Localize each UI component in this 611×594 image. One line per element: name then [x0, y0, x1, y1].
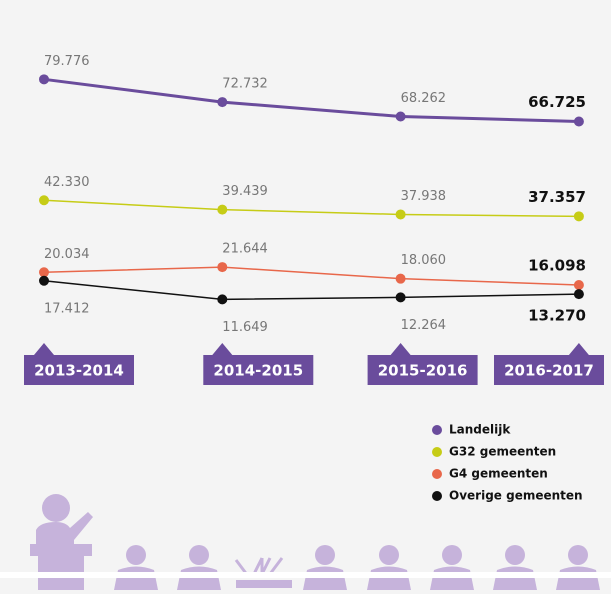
value-label: 12.264	[401, 318, 447, 333]
value-label: 39.439	[222, 184, 267, 199]
value-label: 37.357	[528, 188, 586, 206]
legend-marker	[432, 447, 442, 457]
data-point	[217, 205, 227, 215]
legend-marker	[432, 469, 442, 479]
value-label: 68.262	[401, 91, 447, 106]
data-point	[396, 209, 406, 219]
category-label: 2013-2014	[34, 362, 124, 380]
data-point	[217, 294, 227, 304]
data-point	[574, 211, 584, 221]
data-point	[217, 97, 227, 107]
value-label: 79.776	[44, 54, 90, 69]
data-point	[217, 262, 227, 272]
chart: 2013-2014 2014-2015 2015-2016 2016-2017 79.7…	[0, 0, 611, 594]
legend-marker	[432, 425, 442, 435]
data-point	[396, 112, 406, 122]
category-label: 2016-2017	[504, 362, 594, 380]
value-label: 42.330	[44, 175, 90, 190]
value-label: 18.060	[401, 253, 447, 268]
data-point	[574, 289, 584, 299]
value-label: 11.649	[222, 320, 267, 335]
value-label: 16.098	[528, 257, 586, 275]
legend-label: G4 gemeenten	[449, 467, 548, 481]
legend-label: G32 gemeenten	[449, 445, 556, 459]
legend-marker	[432, 491, 442, 501]
value-label: 21.644	[222, 242, 267, 257]
legend-label: Landelijk	[449, 423, 511, 437]
category-label: 2014-2015	[213, 362, 303, 380]
value-label: 72.732	[222, 77, 267, 92]
value-label: 13.270	[528, 307, 586, 325]
data-point	[574, 280, 584, 290]
data-point	[39, 195, 49, 205]
value-label: 66.725	[528, 93, 586, 111]
legend-label: Overige gemeenten	[449, 489, 583, 503]
data-point	[396, 274, 406, 284]
value-label: 17.412	[44, 301, 90, 316]
data-point	[574, 116, 584, 126]
data-point	[39, 276, 49, 286]
background	[0, 0, 611, 594]
data-point	[396, 292, 406, 302]
data-point	[39, 74, 49, 84]
category-label: 2015-2016	[378, 362, 468, 380]
value-label: 37.938	[401, 189, 447, 204]
value-label: 20.034	[44, 247, 90, 262]
